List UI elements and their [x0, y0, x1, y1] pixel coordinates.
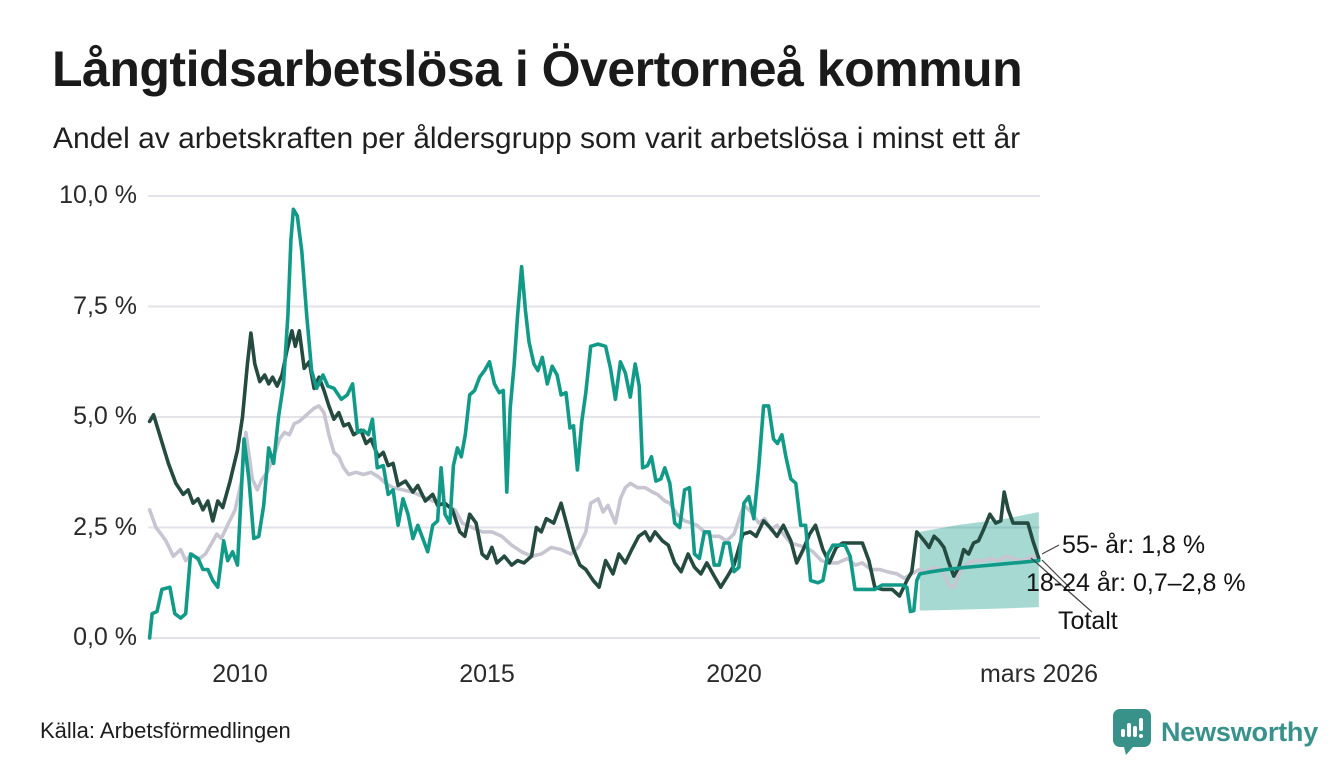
line-totalt	[147, 404, 1038, 590]
x-tick-label: 2015	[459, 660, 515, 688]
newsworthy-logo-icon	[1112, 708, 1152, 756]
x-tick-label: mars 2026	[979, 660, 1099, 688]
annotation-age-55: 55- år: 1,8 %	[1062, 531, 1206, 559]
annotation-age-18-24: 18-24 år: 0,7–2,8 %	[1026, 569, 1246, 597]
y-tick-label: 10,0 %	[59, 181, 137, 209]
y-tick-label: 5,0 %	[73, 402, 137, 430]
source-credit: Källa: Arbetsförmedlingen	[40, 718, 291, 743]
annotation-totalt: Totalt	[1058, 607, 1118, 635]
newsworthy-logo[interactable]: Newsworthy	[1112, 706, 1322, 758]
x-tick-label: 2010	[212, 660, 268, 688]
y-tick-label: 2,5 %	[73, 512, 137, 541]
newsworthy-logo-text: Newsworthy	[1161, 716, 1319, 747]
page-title: Långtidsarbetslösa i Övertorneå kommun	[52, 41, 1023, 97]
y-tick-label: 0,0 %	[73, 623, 137, 651]
page-subtitle: Andel av arbetskraften per åldersgrupp s…	[53, 122, 1021, 155]
x-tick-label: 2020	[706, 660, 762, 688]
y-tick-label: 7,5 %	[73, 291, 137, 320]
gridlines	[148, 195, 1040, 639]
annotation-leader-lines	[1030, 544, 1093, 613]
leader-line-18-24	[1041, 559, 1071, 589]
series-lines	[147, 207, 1041, 640]
leader-line-55	[1041, 544, 1060, 555]
line-55-r	[147, 328, 1041, 598]
line-18-24-r	[147, 207, 1041, 640]
leader-line-totalt	[1030, 557, 1093, 613]
